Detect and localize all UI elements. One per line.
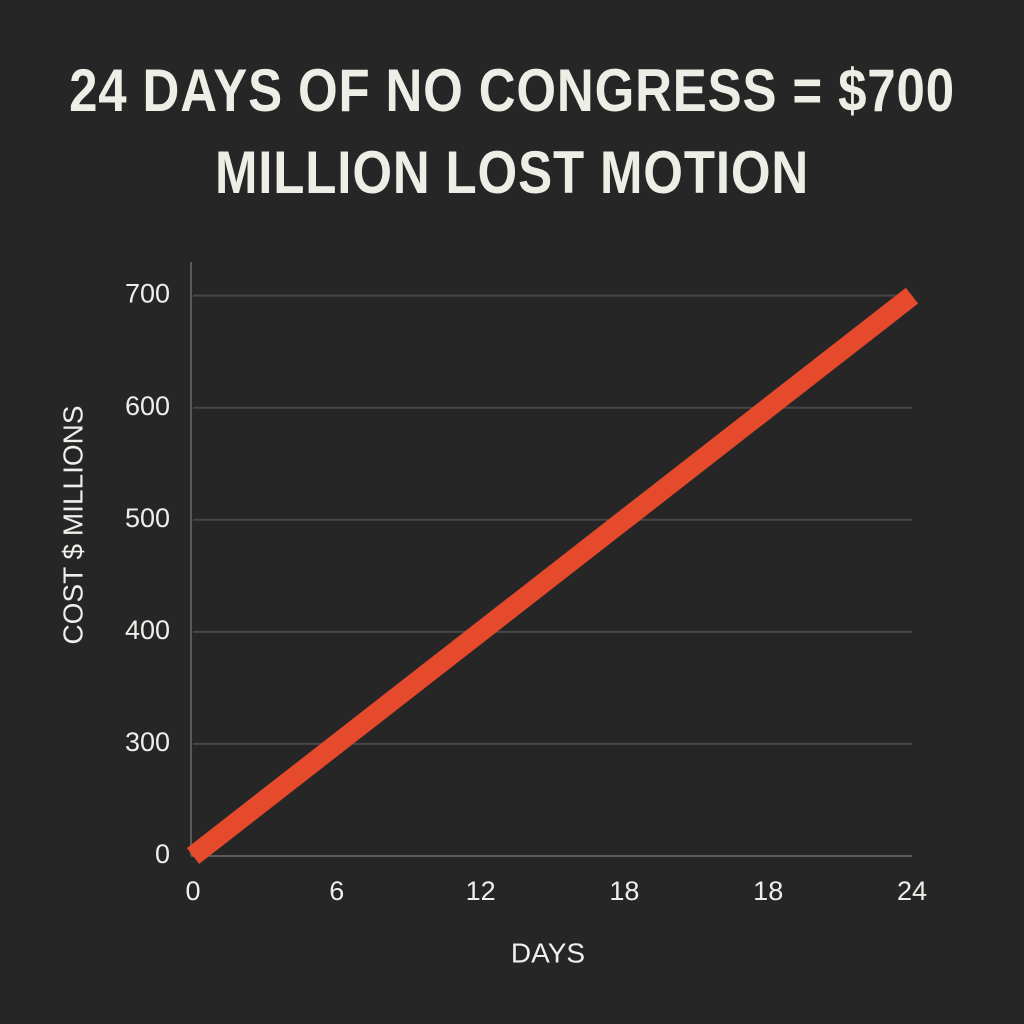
y-tick-label: 300 [125, 727, 170, 757]
chart-title: 24 DAYS OF NO CONGRESS = $700 MILLION LO… [69, 57, 955, 206]
data-line [186, 287, 919, 864]
title-wrapper: 24 DAYS OF NO CONGRESS = $700 MILLION LO… [66, 50, 959, 214]
x-tick-label: 18 [609, 876, 639, 906]
x-tick-label: 12 [466, 876, 496, 906]
x-tick-label: 24 [897, 876, 927, 906]
x-tick-label: 18 [753, 876, 783, 906]
x-tick-label: 0 [185, 876, 200, 906]
x-tick-label: 6 [329, 876, 344, 906]
y-tick-label: 500 [125, 503, 170, 533]
y-tick-label: 700 [125, 279, 170, 309]
y-axis-label: COST $ MILLIONS [57, 405, 88, 644]
y-tick-label: 600 [125, 391, 170, 421]
y-tick-label: 0 [155, 839, 170, 869]
y-tick-label: 400 [125, 615, 170, 645]
x-axis-label: DAYS [511, 937, 585, 968]
